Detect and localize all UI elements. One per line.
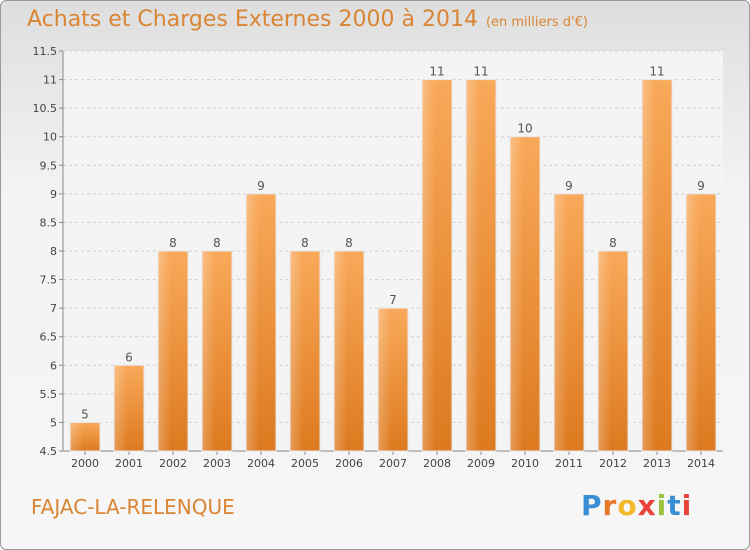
bar-highlight xyxy=(114,365,128,451)
bar-highlight xyxy=(290,251,304,451)
bar-highlight xyxy=(422,79,436,452)
commune-name: FAJAC-LA-RELENQUE xyxy=(31,495,235,519)
proxiti-logo[interactable]: Proxiti xyxy=(581,489,692,522)
y-tick-label: 6 xyxy=(50,359,57,372)
y-tick-label: 6.5 xyxy=(40,331,58,344)
y-tick-label: 11.5 xyxy=(33,45,58,58)
bar-value-label: 5 xyxy=(81,407,89,421)
bar-value-label: 8 xyxy=(301,236,309,250)
bar-value-label: 6 xyxy=(125,350,133,364)
logo-letter: P xyxy=(581,489,603,522)
bar-value-label: 8 xyxy=(169,236,177,250)
x-tick-label: 2012 xyxy=(599,457,627,470)
y-tick-label: 10 xyxy=(43,131,57,144)
y-tick-label: 5 xyxy=(50,416,57,429)
bar-highlight xyxy=(466,79,480,452)
logo-letter: o xyxy=(617,489,638,522)
y-tick-label: 8.5 xyxy=(40,216,58,229)
bar-highlight xyxy=(510,136,524,451)
x-tick-label: 2006 xyxy=(335,457,363,470)
bars xyxy=(69,79,717,452)
x-tick-label: 2003 xyxy=(203,457,231,470)
bar-highlight xyxy=(378,308,392,451)
bar-highlight xyxy=(642,79,656,452)
x-tick-label: 2008 xyxy=(423,457,451,470)
x-tick-label: 2000 xyxy=(71,457,99,470)
y-tick-label: 9.5 xyxy=(40,159,58,172)
logo-letter: t xyxy=(667,489,682,522)
bar-value-label: 10 xyxy=(517,122,532,136)
bar-value-label: 11 xyxy=(429,65,444,79)
bar-value-label: 9 xyxy=(697,179,705,193)
x-tick-label: 2007 xyxy=(379,457,407,470)
bar-highlight xyxy=(554,193,568,451)
chart-title: Achats et Charges Externes 2000 à 2014 (e… xyxy=(27,7,588,32)
logo-letter: r xyxy=(602,489,618,522)
x-tick-label: 2014 xyxy=(687,457,715,470)
y-tick-label: 10.5 xyxy=(33,102,58,115)
x-tick-label: 2004 xyxy=(247,457,275,470)
y-tick-label: 4.5 xyxy=(40,445,58,458)
x-tick-label: 2002 xyxy=(159,457,187,470)
y-tick-label: 5.5 xyxy=(40,388,58,401)
chart-unit-label: (en milliers d'€) xyxy=(485,15,588,30)
bar-value-label: 11 xyxy=(473,65,488,79)
bar-value-label: 7 xyxy=(389,293,397,307)
chart-title-text: Achats et Charges Externes 2000 à 2014 xyxy=(27,7,478,32)
bar-value-label: 8 xyxy=(213,236,221,250)
bar-highlight xyxy=(246,193,260,451)
x-tick-label: 2010 xyxy=(511,457,539,470)
labels: 4.5 5 5.5 6 6.5 7 7.5 8 8.5 9 9.5 10 10.5 11 11.5 5 2000… xyxy=(33,45,716,470)
bar-highlight xyxy=(202,251,216,451)
bar-highlight xyxy=(158,251,172,451)
x-tick-label: 2005 xyxy=(291,457,319,470)
y-tick-label: 7 xyxy=(50,302,57,315)
x-tick-label: 2011 xyxy=(555,457,583,470)
y-tick-label: 9 xyxy=(50,188,57,201)
x-tick-label: 2009 xyxy=(467,457,495,470)
x-tick-label: 2001 xyxy=(115,457,143,470)
bar-highlight xyxy=(70,422,84,451)
y-tick-label: 8 xyxy=(50,245,57,258)
y-tick-label: 11 xyxy=(43,74,57,87)
bar-value-label: 9 xyxy=(257,179,265,193)
bar-highlight xyxy=(686,193,700,451)
logo-letter: x xyxy=(637,489,657,522)
logo-letter: i xyxy=(656,489,668,522)
bar-value-label: 11 xyxy=(649,65,664,79)
bar-value-label: 9 xyxy=(565,179,573,193)
bar-value-label: 8 xyxy=(345,236,353,250)
logo-letter: i xyxy=(681,489,693,522)
bar-highlight xyxy=(334,251,348,451)
x-tick-label: 2013 xyxy=(643,457,671,470)
y-tick-label: 7.5 xyxy=(40,274,58,287)
bar-value-label: 8 xyxy=(609,236,617,250)
bar-highlight xyxy=(598,251,612,451)
